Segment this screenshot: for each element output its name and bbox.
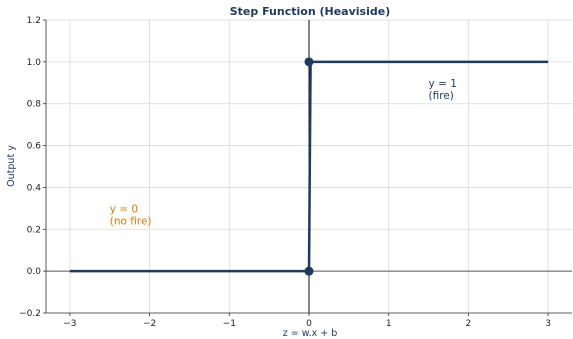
y-tick-label: 0.0	[27, 267, 42, 277]
x-tick-label: 0	[306, 319, 312, 329]
y-tick-label: 0.2	[27, 225, 41, 235]
x-tick-label: −3	[63, 319, 76, 329]
y-tick-label: 0.8	[27, 100, 42, 110]
x-tick-label: 3	[545, 319, 551, 329]
x-tick-label: −1	[223, 319, 236, 329]
annotation-line: y = 1	[429, 78, 457, 90]
annotation-label: y = 0 (no fire)	[110, 204, 152, 228]
x-axis-label: z = w.x + b	[283, 328, 338, 339]
annotation-line: (fire)	[429, 90, 454, 102]
data-point-marker	[304, 266, 314, 276]
x-tick-label: 1	[386, 319, 392, 329]
chart-title: Step Function (Heaviside)	[230, 5, 390, 18]
y-tick-label: 0.4	[27, 183, 42, 193]
marker-layer	[304, 57, 314, 276]
x-tick-label: −2	[143, 319, 156, 329]
x-tick-label: 2	[466, 319, 472, 329]
y-tick-label: 0.6	[27, 142, 42, 152]
y-tick-label: −0.2	[19, 309, 41, 319]
y-axis-label: Output y	[6, 145, 17, 187]
y-tick-label: 1.0	[27, 58, 42, 68]
y-tick-label: 1.2	[27, 16, 41, 26]
data-point-marker	[304, 57, 314, 67]
annotation-line: y = 0	[110, 204, 138, 216]
axes: −3 −2 −1 0 1 2 3 −0.2 0.0 0.2 0.4 0.6 0.8 1.0 1.2	[19, 16, 572, 329]
annotation-line: (no fire)	[110, 216, 152, 228]
annotation-layer: y = 1 (fire) y = 0 (no fire)	[110, 78, 457, 228]
annotation-label: y = 1 (fire)	[429, 78, 457, 102]
